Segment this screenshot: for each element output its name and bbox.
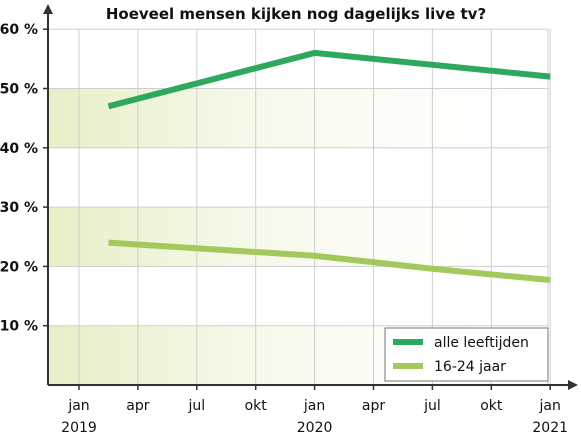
- x-tick-label: apr: [362, 398, 385, 414]
- y-tick-label: 30 %: [0, 200, 38, 216]
- series-line: [108, 239, 551, 284]
- x-year-label: 2020: [297, 420, 333, 436]
- legend: alle leeftijden 16-24 jaar: [384, 327, 549, 382]
- y-axis-arrow: [43, 4, 53, 14]
- y-axis-ticks: 10 % 20 % 30 % 40 % 50 % 60 %: [0, 22, 48, 335]
- series-line: [107, 49, 551, 110]
- x-tick-label: jan: [303, 398, 325, 414]
- x-tick-label: jul: [423, 398, 441, 414]
- chart-title: Hoeveel mensen kijken nog dagelijks live…: [106, 5, 486, 23]
- x-tick-label: jul: [187, 398, 205, 414]
- y-tick-label: 40 %: [0, 141, 38, 157]
- x-year-label: 2019: [61, 420, 97, 436]
- legend-box: [384, 327, 549, 382]
- y-tick-label: 50 %: [0, 82, 38, 98]
- x-tick-label: apr: [126, 398, 149, 414]
- y-tick-label: 10 %: [0, 319, 38, 335]
- y-tick-label: 60 %: [0, 22, 38, 38]
- background-band: [48, 88, 548, 148]
- x-axis-arrow: [568, 380, 578, 390]
- grid-lines: [48, 28, 551, 385]
- x-year-label: 2021: [532, 420, 568, 436]
- legend-label: 16-24 jaar: [434, 359, 506, 375]
- x-tick-label: jan: [67, 398, 89, 414]
- x-tick-label: okt: [480, 398, 503, 414]
- legend-label: alle leeftijden: [434, 335, 529, 351]
- series-lines: [107, 49, 551, 284]
- x-tick-label: okt: [245, 398, 268, 414]
- y-tick-label: 20 %: [0, 259, 38, 275]
- axes: [43, 4, 578, 390]
- x-axis-ticks: jan apr jul okt jan apr jul okt jan 2019 2020 2021: [61, 385, 568, 436]
- x-tick-label: jan: [539, 398, 561, 414]
